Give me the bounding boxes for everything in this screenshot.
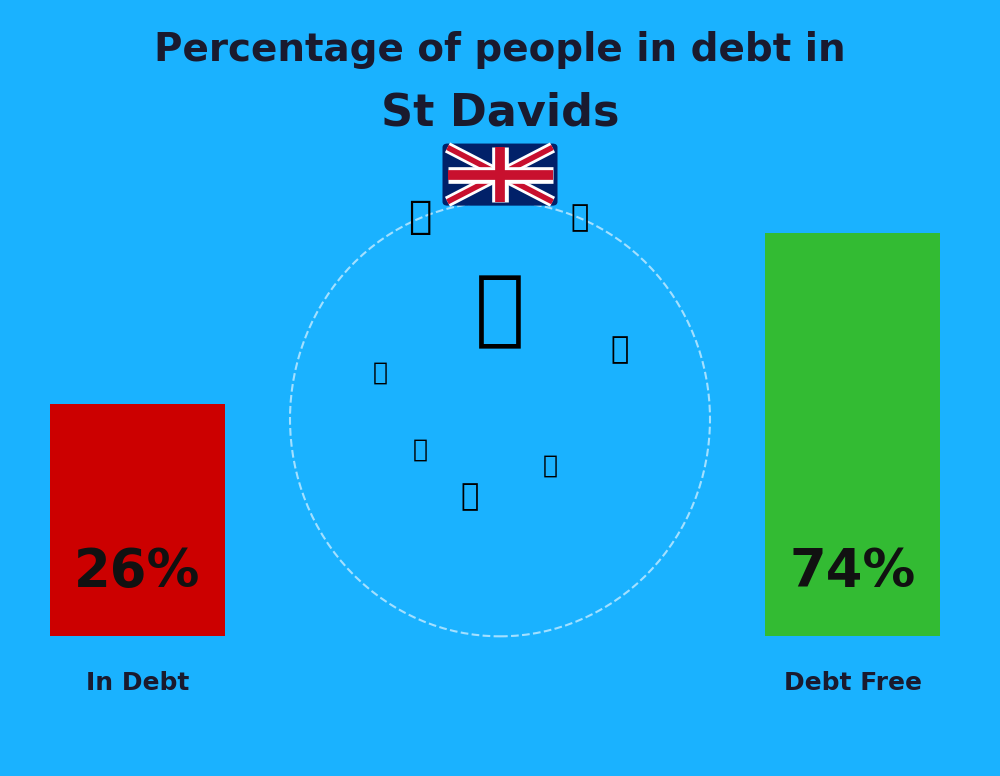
FancyBboxPatch shape bbox=[765, 233, 940, 636]
Text: 🚗: 🚗 bbox=[461, 482, 479, 511]
FancyBboxPatch shape bbox=[442, 144, 558, 206]
FancyBboxPatch shape bbox=[50, 404, 225, 636]
Text: 🔒: 🔒 bbox=[372, 361, 388, 384]
Text: 🎓: 🎓 bbox=[611, 334, 629, 364]
Text: 💵: 💵 bbox=[492, 159, 508, 182]
Text: In Debt: In Debt bbox=[86, 671, 189, 695]
Text: 26%: 26% bbox=[74, 546, 201, 598]
Text: Debt Free: Debt Free bbox=[784, 671, 922, 695]
Text: 74%: 74% bbox=[789, 546, 916, 598]
Text: 💼: 💼 bbox=[413, 438, 428, 462]
Text: 🏠: 🏠 bbox=[408, 199, 432, 236]
Text: 🏦: 🏦 bbox=[475, 270, 525, 351]
Text: 💰: 💰 bbox=[571, 203, 589, 232]
Text: 📋: 📋 bbox=[542, 454, 558, 477]
Text: Percentage of people in debt in: Percentage of people in debt in bbox=[154, 32, 846, 69]
Text: St Davids: St Davids bbox=[381, 91, 619, 134]
